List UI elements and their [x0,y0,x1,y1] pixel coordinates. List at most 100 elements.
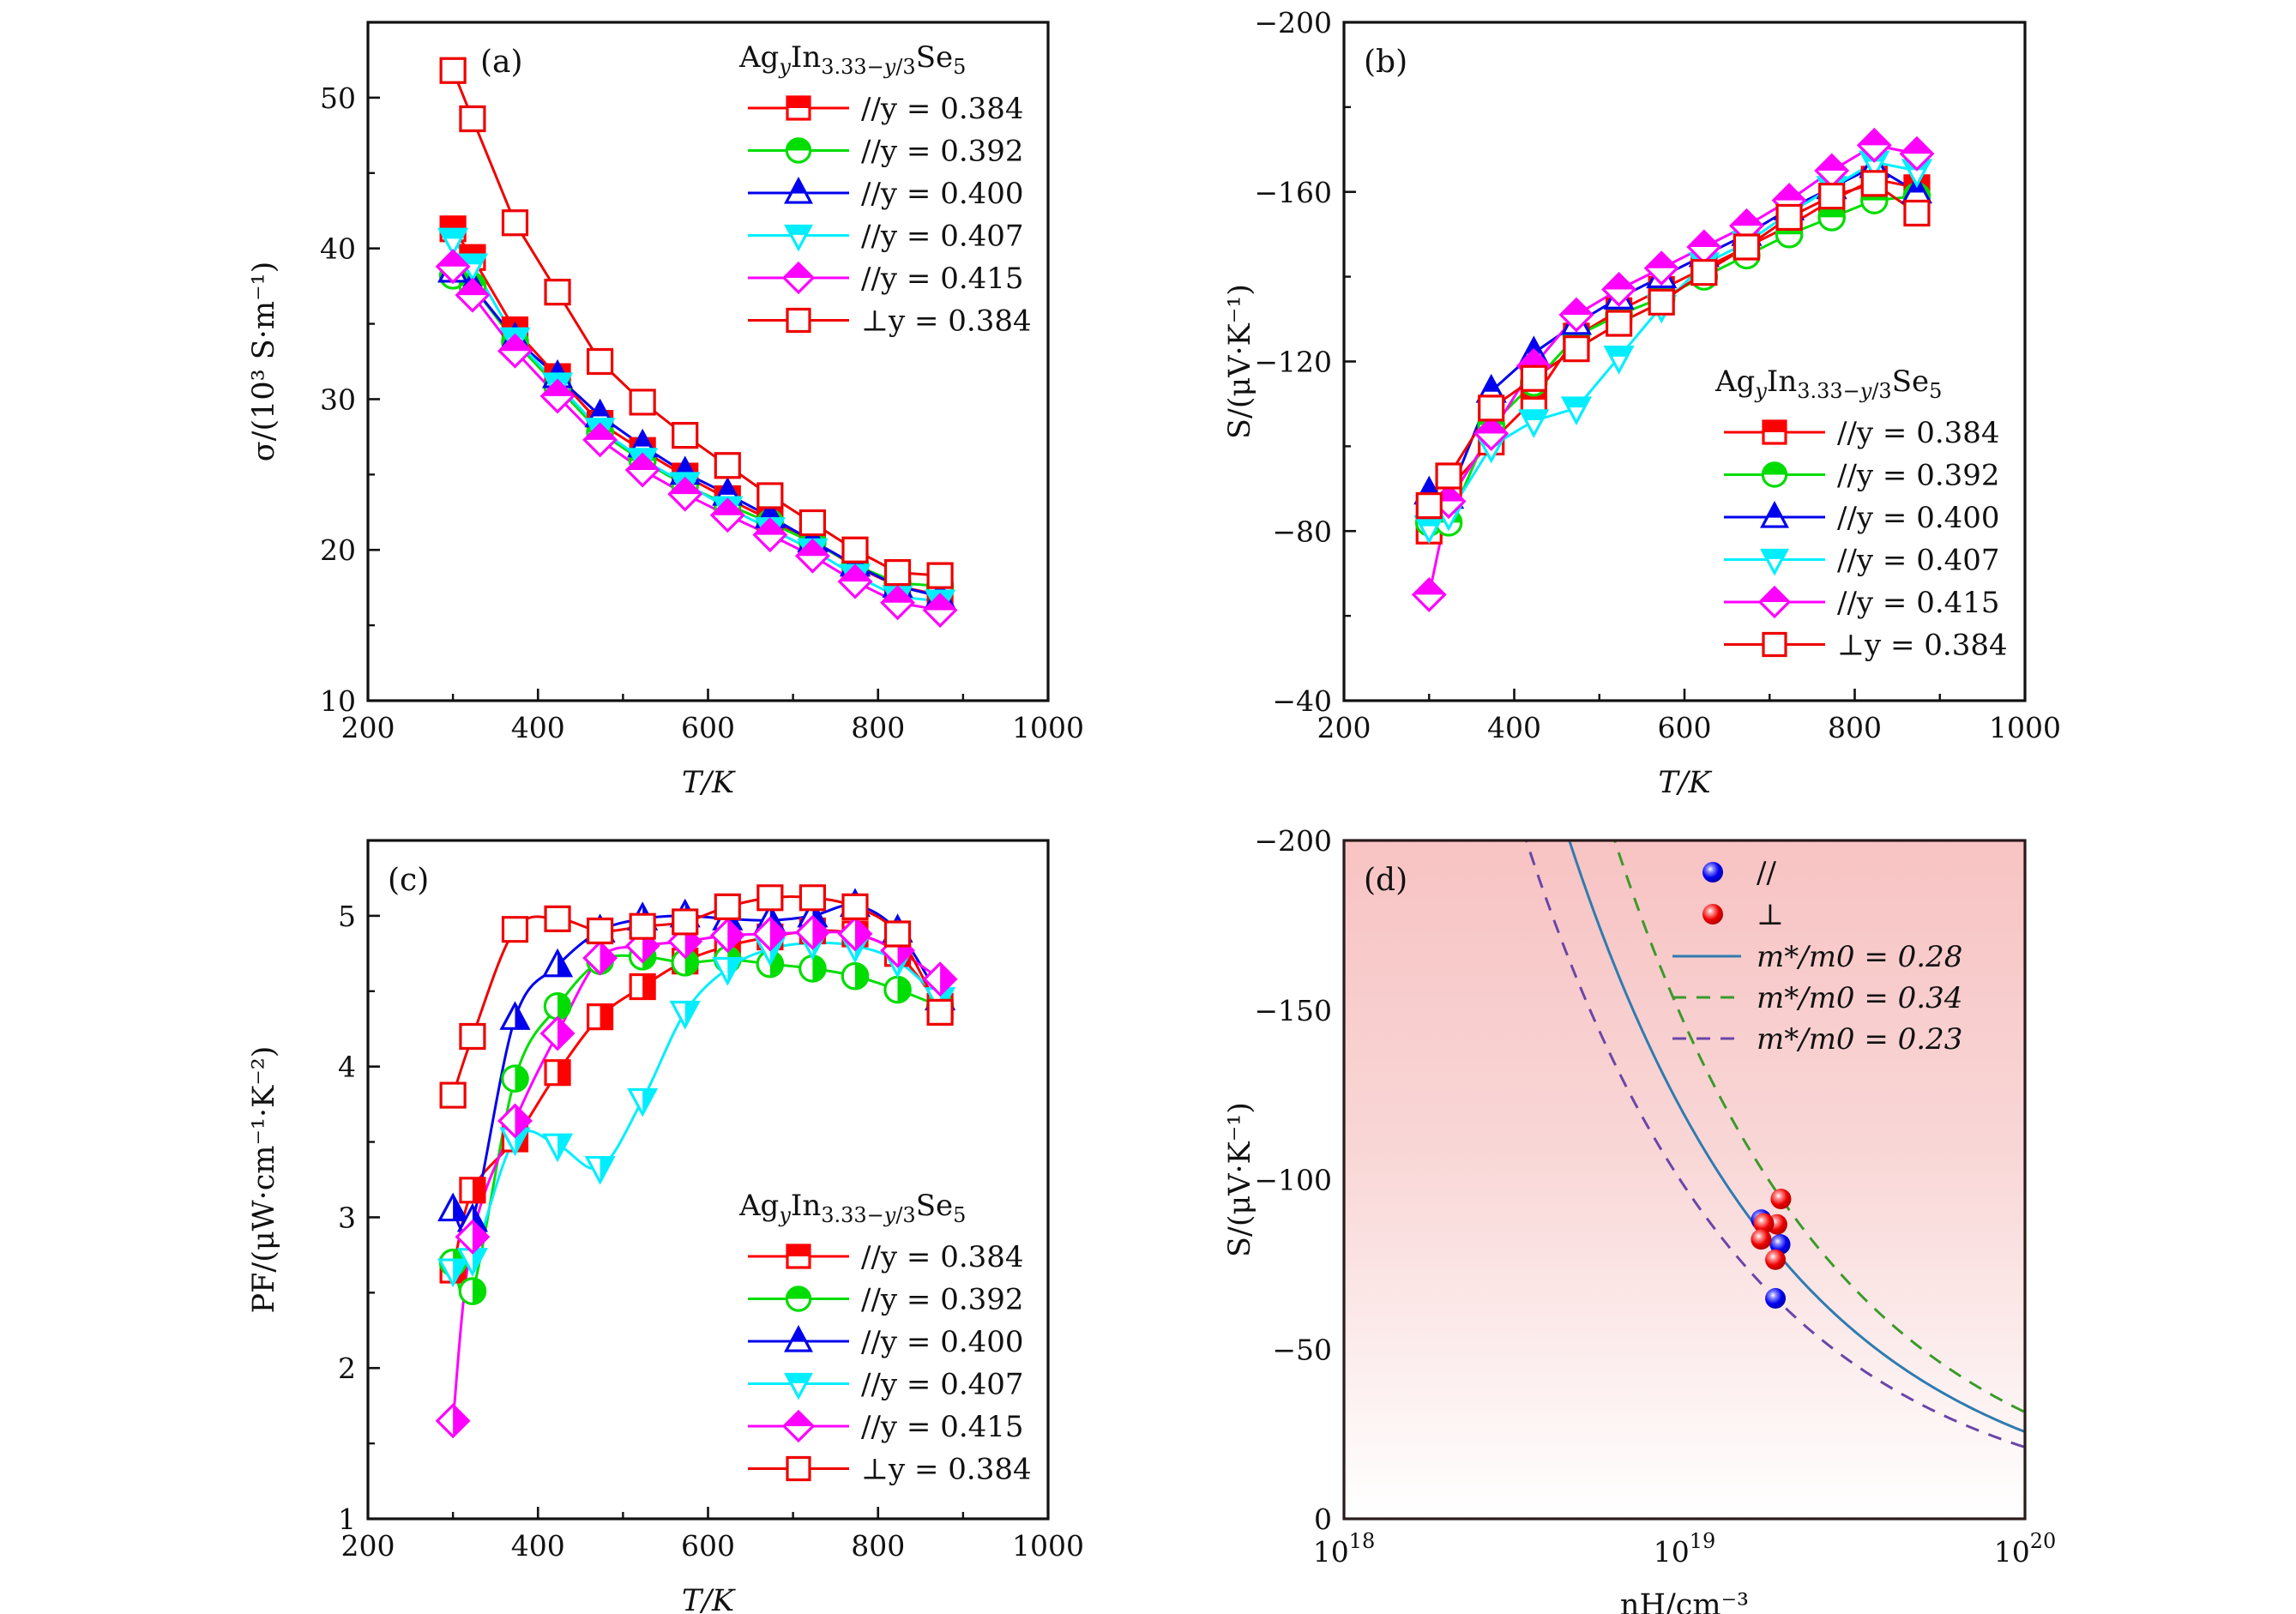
legend-label: ⊥y = 0.384 [861,304,1032,339]
marker-outline [1762,631,1787,658]
marker-outline [785,1286,812,1312]
legend-marker [1761,461,1788,488]
marker-outline [841,961,870,991]
data-point-marker [709,497,745,533]
series-markers [439,57,954,589]
panel-label: (c) [388,863,429,898]
marker-outline [1648,288,1675,316]
legend-item: //y = 0.384 [1724,416,2000,450]
legend-item: m*/m0 = 0.28 [1672,940,1962,974]
marker-fill [839,565,871,582]
data-point-marker [1860,170,1888,197]
marker-fill [1763,421,1786,432]
legend-item: //y = 0.415 [1724,585,2000,620]
data-point-marker [1560,396,1593,426]
marker-outline [437,227,469,257]
marker-fill [456,279,489,296]
data-point-marker [1856,127,1892,163]
data-point-marker [459,105,486,133]
marker-outline [455,277,491,313]
legend-marker [786,1455,811,1482]
tick-exponent: 18 [1349,1529,1376,1553]
marker-fill [600,942,616,974]
data-point [1765,1287,1787,1309]
marker-outline [435,249,471,285]
marker-fill [769,918,786,950]
marker-outline [1690,259,1718,286]
legend-label: //y = 0.400 [861,1325,1024,1359]
marker-outline [784,1325,813,1352]
marker-outline [1856,127,1892,163]
legend-marker [785,137,812,164]
data-point-marker [714,893,741,920]
marker-outline [926,998,954,1026]
marker-fill [1525,338,1542,354]
data-point-marker [1473,416,1510,452]
plot-area [1411,127,1935,612]
data-point-marker [584,1155,616,1185]
marker-fill [626,454,659,471]
marker-outline [752,916,788,952]
data-point-marker [883,975,912,1004]
scatter-points [1751,1189,1792,1309]
tick-exponent: 19 [1690,1529,1716,1553]
legend-label: // [1757,856,1776,890]
legend-title: AgyIn3.33−y/3Se5 [738,1189,966,1227]
series-markers [1411,127,1935,612]
data-point-marker [1411,576,1447,612]
marker-outline [541,948,574,978]
legend: AgyIn3.33−y/3Se5 //y = 0.384 //y = 0.392 //… [738,1189,1032,1487]
data-point-marker [629,912,656,940]
marker-fill [786,1374,811,1383]
legend-marker [781,1409,816,1443]
marker-outline [437,1192,469,1222]
marker-outline [1775,203,1803,232]
marker-outline [439,57,467,84]
marker-outline [926,562,954,589]
y-tick-label: 1 [338,1503,356,1536]
marker-outline [883,920,912,948]
data-point-marker [1603,346,1635,375]
legend-item: //y = 0.384 [748,1240,1024,1274]
series-markers [439,884,954,1109]
x-tick-label: 1020 [1994,1529,2057,1569]
data-point-marker [1558,297,1594,333]
x-tick-label: 400 [1487,711,1541,744]
marker-fill [1415,516,1443,527]
data-point-marker [837,563,873,599]
axis-ticks: 200 400 600 800 1000 1 2 3 4 5 [338,900,1084,1563]
marker-outline [672,422,699,449]
marker-outline [781,261,816,295]
marker-outline [1760,501,1789,528]
legend-label: //y = 0.400 [861,177,1024,211]
data-point-marker [883,920,912,948]
panel-label: (a) [480,45,523,80]
marker-outline [883,558,912,587]
legend-item: //y = 0.407 [748,220,1024,254]
data-point-marker [672,422,699,449]
data-point-marker [1518,409,1550,438]
marker-outline [784,224,813,252]
marker-fill [1859,129,1890,146]
y-tick-label: −200 [1254,824,1332,858]
marker-outline [1761,461,1788,488]
marker-outline [1733,233,1761,261]
plot-area [435,884,958,1439]
marker-outline [1818,183,1846,210]
marker-outline [785,137,812,164]
marker-outline [544,279,571,306]
legend-item: //y = 0.392 [748,1283,1024,1317]
data-point-marker [501,1064,529,1093]
marker-fill [557,1060,570,1085]
marker-fill [1413,579,1445,595]
marker-outline [437,1258,469,1288]
marker-outline [624,928,660,964]
marker-outline [629,388,656,416]
marker-fill [1603,274,1635,290]
x-tick-label: 1000 [1012,1529,1084,1563]
marker-outline [841,893,869,920]
legend-marker [786,307,811,334]
x-tick-label: 800 [851,1529,905,1563]
legend-label: m*/m0 = 0.23 [1757,1022,1962,1057]
data-point [1753,1213,1775,1234]
